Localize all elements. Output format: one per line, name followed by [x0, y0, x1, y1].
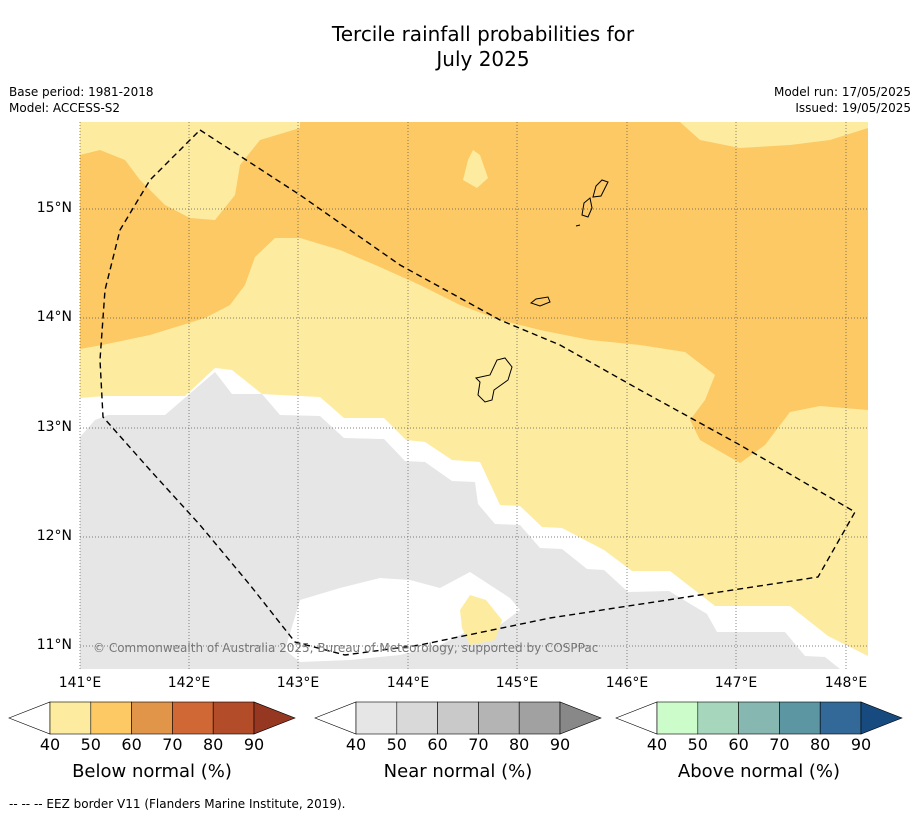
lon-label-147: 147°E [714, 675, 758, 691]
below-40-50-region-ne [680, 122, 868, 148]
lat-label-11: 11°N [36, 637, 72, 653]
colorbar-tick-label: 50 [687, 735, 708, 754]
title-line-2: July 2025 [436, 47, 530, 71]
colorbar-segment [90, 701, 132, 735]
colorbar-segment [738, 701, 780, 735]
below-40-50-patch-south [460, 595, 502, 645]
colorbar-tick-label: 90 [850, 735, 872, 754]
colorbar-title-above: Above normal (%) [677, 761, 841, 782]
white-pocket [285, 572, 520, 662]
near-40-50-region [80, 372, 840, 669]
colorbar-segment [779, 701, 821, 735]
colorbar-tick-label: 60 [121, 735, 142, 754]
colorbar-segment [172, 701, 214, 735]
meta-right: Model run: 17/05/2025 Issued: 19/05/2025 [774, 84, 911, 116]
lon-label-142: 142°E [167, 675, 211, 691]
issued-date: Issued: 19/05/2025 [795, 101, 911, 115]
colorbar-extend-low [314, 701, 357, 735]
guam-island [474, 357, 513, 403]
aguijan-island [575, 224, 581, 227]
lon-label-141: 141°E [58, 675, 102, 691]
lat-label-12: 12°N [36, 528, 72, 544]
eez-footnote: -- -- -- EEZ border V11 (Flanders Marine… [9, 797, 346, 811]
colorbar-title-below: Below normal (%) [72, 761, 232, 782]
colorbar-tick-label: 80 [203, 735, 224, 754]
lon-label-144: 144°E [386, 675, 430, 691]
colorbar-tick-label: 50 [386, 735, 407, 754]
saipan-island [592, 179, 609, 198]
title-line-1: Tercile rainfall probabilities for [331, 22, 635, 46]
colorbar-segment [131, 701, 173, 735]
colorbar-extend-high [860, 701, 903, 735]
colorbar-tick-label: 90 [243, 735, 265, 754]
meta-left: Base period: 1981-2018 Model: ACCESS-S2 [9, 84, 154, 116]
colorbar-tick-label: 70 [769, 735, 790, 754]
colorbar-near-normal [314, 701, 602, 735]
colorbar-tick-label: 70 [468, 735, 489, 754]
colorbar-tick-label: 40 [39, 735, 61, 754]
colorbars [8, 701, 903, 735]
model-name: Model: ACCESS-S2 [9, 101, 121, 115]
below-40-50-patch [463, 150, 488, 188]
graticule [79, 122, 868, 669]
colorbar-extend-low [615, 701, 658, 735]
colorbar-segment [478, 701, 520, 735]
lon-label-148: 148°E [824, 675, 868, 691]
colorbar-segment [396, 701, 438, 735]
lon-label-143: 143°E [276, 675, 320, 691]
colorbar-extend-low [8, 701, 51, 735]
map-title: Tercile rainfall probabilities for July … [0, 22, 919, 72]
lat-label-15: 15°N [36, 200, 72, 216]
lon-label-146: 146°E [605, 675, 649, 691]
below-40-50-region-north [80, 122, 300, 220]
eez-border [99, 129, 856, 656]
lon-label-145: 145°E [495, 675, 539, 691]
model-run: Model run: 17/05/2025 [773, 85, 911, 99]
colorbar-segment [819, 701, 862, 735]
rota-island [529, 296, 551, 307]
colorbar-extend-high [253, 701, 296, 735]
islands [474, 179, 609, 403]
copyright-notice: © Commonwealth of Australia 2025, Bureau… [93, 641, 599, 655]
colorbar-segment [518, 701, 561, 735]
colorbar-tick-label: 40 [646, 735, 668, 754]
colorbar-above-normal [615, 701, 903, 735]
colorbar-tick-label: 80 [810, 735, 831, 754]
colorbar-extend-high [559, 701, 602, 735]
colorbar-segment [49, 701, 92, 735]
colorbar-segment [212, 701, 255, 735]
colorbar-tick-label: 60 [427, 735, 448, 754]
probability-fields [80, 122, 868, 669]
colorbar-segment [437, 701, 479, 735]
colorbar-below-normal [8, 701, 296, 735]
colorbar-tick-label: 50 [80, 735, 101, 754]
colorbar-tick-label: 80 [509, 735, 530, 754]
colorbar-segment [697, 701, 739, 735]
lat-label-14: 14°N [36, 309, 72, 325]
tinian-island [581, 197, 593, 218]
colorbar-title-near: Near normal (%) [383, 761, 533, 782]
base-period: Base period: 1981-2018 [9, 85, 154, 99]
colorbar-segment [355, 701, 398, 735]
colorbar-tick-label: 70 [162, 735, 183, 754]
colorbar-segment [656, 701, 699, 735]
lat-label-13: 13°N [36, 419, 72, 435]
colorbar-tick-label: 40 [345, 735, 367, 754]
colorbar-tick-label: 90 [549, 735, 571, 754]
colorbar-tick-label: 60 [728, 735, 749, 754]
